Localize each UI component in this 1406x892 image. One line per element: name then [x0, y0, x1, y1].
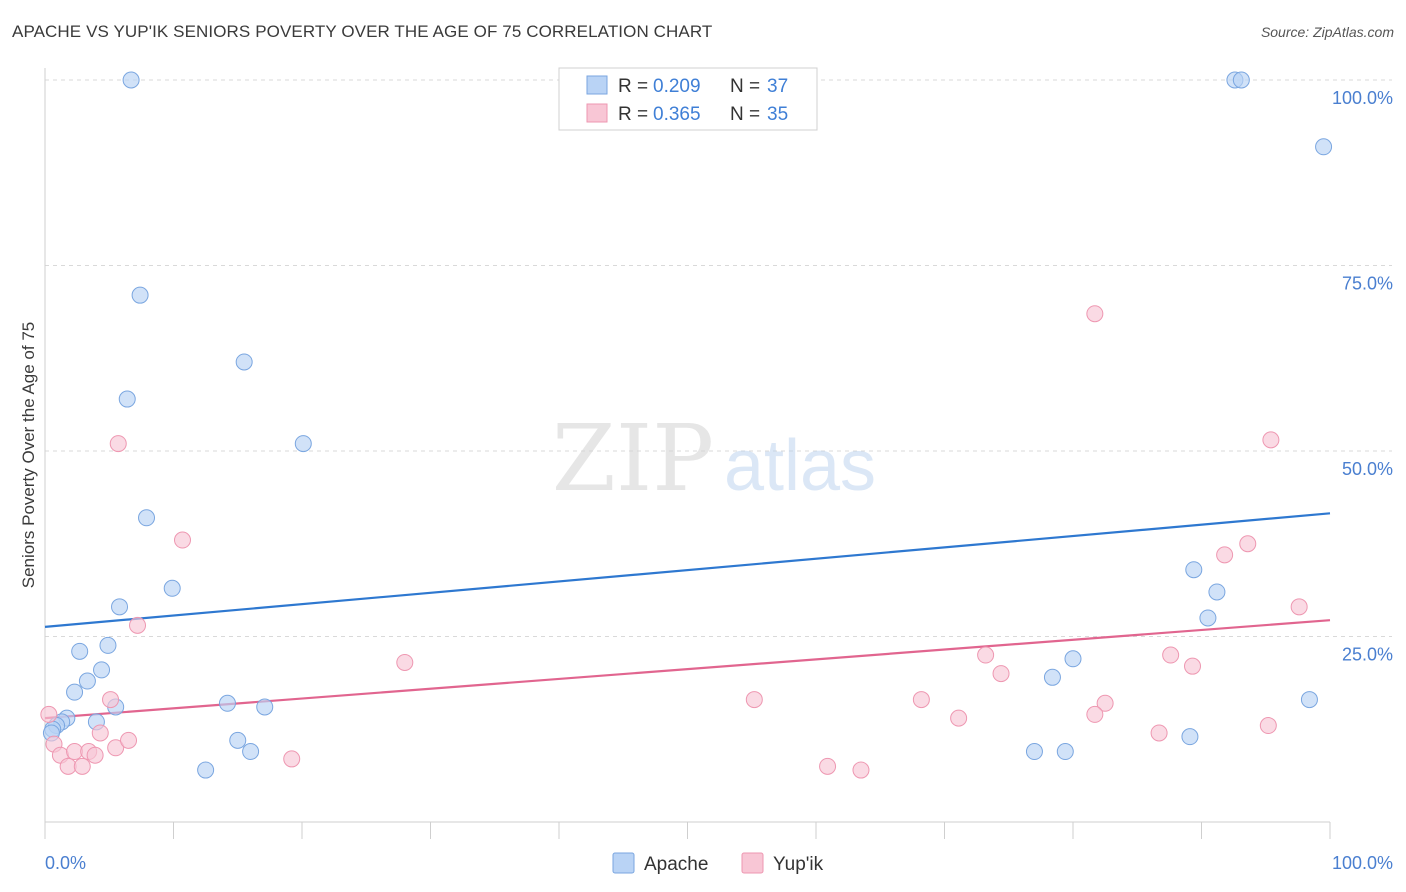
axes [44, 68, 1331, 839]
yupik-r-label: R = [618, 104, 648, 125]
yupik-point [1150, 724, 1168, 742]
apache-point [242, 743, 260, 761]
yupik-swatch [586, 103, 608, 123]
yupik-point [912, 691, 930, 709]
apache-point [197, 761, 215, 779]
yupik-point [1290, 598, 1308, 616]
legend-apache-label: Apache [644, 854, 708, 875]
yupik-point [819, 757, 837, 775]
apache-point [71, 642, 89, 660]
apache-point [1315, 138, 1333, 156]
apache-point [1064, 650, 1082, 668]
stats-legend: R = 0.209 N = 37 R = 0.365 N = 35 [558, 67, 818, 131]
x-tick-label-min: 0.0% [45, 853, 86, 873]
apache-point [1199, 609, 1217, 627]
apache-swatch [586, 75, 608, 95]
apache-point [1185, 561, 1203, 579]
series-legend: Apache Yup'ik [612, 852, 824, 875]
apache-trendline [44, 512, 1331, 628]
x-tick-labels: 0.0% 100.0% [45, 853, 1393, 873]
apache-point [99, 636, 117, 654]
apache-point [1025, 743, 1043, 761]
yupik-point [396, 653, 414, 671]
apache-point [93, 661, 111, 679]
apache-point [235, 353, 253, 371]
yupik-r-value: 0.365 [653, 104, 701, 125]
yupik-point [59, 757, 77, 775]
apache-point [138, 509, 156, 527]
apache-n-value: 37 [767, 76, 788, 97]
yupik-point [1239, 535, 1257, 553]
apache-point [1181, 728, 1199, 746]
yupik-point [950, 709, 968, 727]
yupik-point [109, 435, 127, 453]
apache-point [218, 694, 236, 712]
yupik-point [129, 616, 147, 634]
apache-point [122, 71, 140, 89]
y-tick-label: 25.0% [1342, 645, 1393, 665]
x-tick-label-max: 100.0% [1332, 853, 1393, 873]
gridlines [45, 79, 1392, 637]
yupik-point [1216, 546, 1234, 564]
yupik-point [120, 731, 138, 749]
yupik-point [1262, 431, 1280, 449]
y-axis-label: Seniors Poverty Over the Age of 75 [19, 322, 38, 588]
data-points [40, 71, 1333, 779]
legend-yupik-label: Yup'ik [773, 854, 824, 875]
apache-point [256, 698, 274, 716]
yupik-point [1184, 657, 1202, 675]
y-tick-label: 50.0% [1342, 459, 1393, 479]
apache-point [229, 731, 247, 749]
apache-point [1208, 583, 1226, 601]
yupik-point [745, 691, 763, 709]
yupik-point [977, 646, 995, 664]
apache-point [78, 672, 96, 690]
yupik-point [992, 665, 1010, 683]
y-tick-label: 100.0% [1332, 88, 1393, 108]
yupik-point [1162, 646, 1180, 664]
y-tick-labels: 25.0% 50.0% 75.0% 100.0% [1332, 88, 1393, 665]
apache-point [163, 579, 181, 597]
apache-point [1043, 668, 1061, 686]
source-credit: Source: ZipAtlas.com [1260, 24, 1394, 40]
yupik-n-label: N = [730, 104, 760, 125]
yupik-n-value: 35 [767, 104, 788, 125]
apache-point [1232, 71, 1250, 89]
apache-point [1056, 743, 1074, 761]
yupik-trendline [44, 619, 1331, 720]
yupik-point [66, 743, 84, 761]
yupik-point [1086, 705, 1104, 723]
yupik-point [91, 724, 109, 742]
yupik-point [40, 705, 58, 723]
y-tick-label: 75.0% [1342, 274, 1393, 294]
apache-point [1300, 691, 1318, 709]
legend-yupik-swatch [741, 852, 764, 874]
apache-point [131, 286, 149, 304]
watermark-atlas: atlas [724, 426, 876, 506]
apache-point [118, 390, 136, 408]
yupik-point [852, 761, 870, 779]
watermark-zip: ZIP [552, 405, 714, 512]
yupik-point [1259, 717, 1277, 735]
trendlines [44, 512, 1331, 720]
yupik-point [173, 531, 191, 549]
apache-n-label: N = [730, 76, 760, 97]
yupik-point [107, 739, 125, 757]
yupik-point [1096, 694, 1114, 712]
legend-apache-swatch [612, 852, 635, 874]
yupik-point [283, 750, 301, 768]
chart-title: APACHE VS YUP'IK SENIORS POVERTY OVER TH… [12, 22, 713, 41]
yupik-point [86, 746, 104, 764]
apache-point [294, 435, 312, 453]
apache-r-label: R = [618, 76, 648, 97]
apache-r-value: 0.209 [653, 76, 701, 97]
watermark: ZIP atlas [552, 405, 876, 512]
yupik-point [1086, 305, 1104, 323]
apache-point [66, 683, 84, 701]
yupik-point [102, 691, 120, 709]
yupik-point [73, 757, 91, 775]
apache-point [111, 598, 129, 616]
